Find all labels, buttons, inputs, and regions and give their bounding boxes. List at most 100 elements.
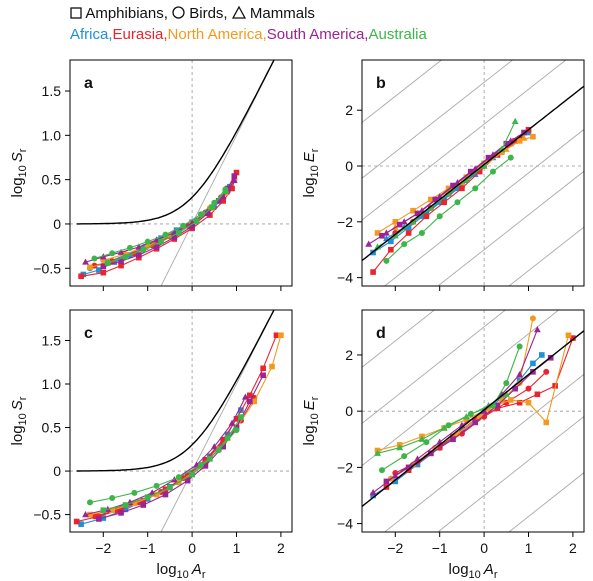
guide-line (383, 129, 584, 286)
data-point (104, 260, 111, 266)
data-point (502, 390, 510, 397)
series-line (85, 180, 235, 263)
data-point (162, 491, 169, 498)
data-point (96, 267, 102, 273)
legend-regions: Africa,Eurasia,North America,South Ameri… (70, 25, 427, 45)
data-point (436, 213, 443, 220)
data-point (117, 248, 125, 255)
data-point (210, 443, 218, 450)
data-point (405, 224, 412, 231)
data-point (82, 510, 89, 518)
panel-letter: b (376, 75, 386, 92)
data-point (428, 450, 434, 457)
data-point (440, 424, 448, 431)
data-point (423, 439, 430, 446)
data-point (471, 170, 479, 177)
legend-region-label: North America, (167, 26, 267, 43)
x-tick-label: −1 (432, 540, 448, 556)
data-point (247, 398, 253, 405)
data-point (539, 352, 545, 358)
y-tick-label: −0.5 (33, 507, 61, 523)
legend-taxa: Amphibians, Birds, Mammals (70, 4, 427, 25)
series-line (89, 335, 282, 516)
data-point (202, 463, 209, 469)
data-point (122, 506, 129, 513)
square-marker-icon (70, 5, 82, 25)
x-tick-label: −1 (140, 540, 156, 556)
data-point (82, 258, 89, 265)
data-point (238, 414, 244, 420)
data-point (383, 257, 390, 264)
data-point (180, 475, 187, 482)
data-point (144, 494, 151, 500)
data-point (516, 371, 524, 378)
data-point (409, 218, 417, 225)
y-tick-label: 2 (345, 102, 353, 118)
series-line (94, 397, 255, 517)
data-point (189, 223, 195, 230)
data-point (215, 447, 222, 454)
series-australia-circle (378, 343, 523, 474)
series-north-america-square (87, 332, 284, 518)
y-tick-label: 0.5 (42, 172, 62, 188)
data-point (189, 471, 195, 478)
data-point (126, 244, 133, 251)
data-point (454, 199, 461, 206)
guide-line (508, 472, 584, 532)
data-point (100, 507, 107, 514)
data-point (228, 419, 236, 426)
data-point (410, 207, 416, 214)
data-point (423, 213, 430, 220)
guide-line (437, 416, 584, 532)
series-eurasia-circle (91, 394, 258, 520)
data-point (167, 484, 173, 491)
data-point (109, 495, 116, 502)
x-tick-label: 1 (233, 540, 241, 556)
data-point (87, 511, 93, 518)
data-point (516, 380, 523, 387)
data-point (188, 219, 196, 226)
data-point (458, 430, 465, 437)
data-point (220, 198, 226, 204)
guide-line (362, 310, 436, 368)
panel-frame (361, 309, 585, 533)
data-point (118, 510, 124, 516)
data-point (78, 273, 84, 280)
data-point (251, 398, 258, 405)
data-point (109, 507, 115, 514)
data-point (131, 489, 138, 496)
guide-line (362, 310, 507, 424)
data-point (180, 222, 187, 229)
data-point (388, 246, 394, 253)
data-point (233, 169, 240, 176)
series-north-america-square (87, 175, 238, 271)
data-point (543, 419, 550, 426)
series-south-america-triangle (365, 137, 515, 247)
data-point (489, 168, 496, 175)
data-point (494, 402, 501, 409)
y-tick-label: 1.5 (42, 83, 62, 99)
data-point (140, 502, 147, 508)
data-point (472, 419, 479, 426)
data-point (158, 238, 164, 245)
x-tick-label: 2 (569, 540, 577, 556)
data-point (91, 513, 98, 520)
data-point (219, 192, 227, 200)
y-tick-label: 0 (53, 463, 61, 479)
data-point (570, 335, 576, 341)
data-point (278, 332, 284, 339)
data-point (153, 244, 160, 250)
series-australia-circle (383, 154, 514, 264)
data-point (543, 368, 550, 375)
guide-line (362, 60, 443, 123)
data-point (144, 238, 151, 245)
data-point (241, 393, 249, 400)
data-point (122, 502, 129, 508)
series-line (89, 191, 229, 269)
panel-b: −4 −2 0 2 b log10 Er (301, 59, 585, 291)
data-point (162, 231, 169, 238)
legend-taxon-label: Amphibians, (85, 5, 168, 22)
data-point (224, 431, 231, 438)
series-north-america-square (374, 332, 572, 454)
